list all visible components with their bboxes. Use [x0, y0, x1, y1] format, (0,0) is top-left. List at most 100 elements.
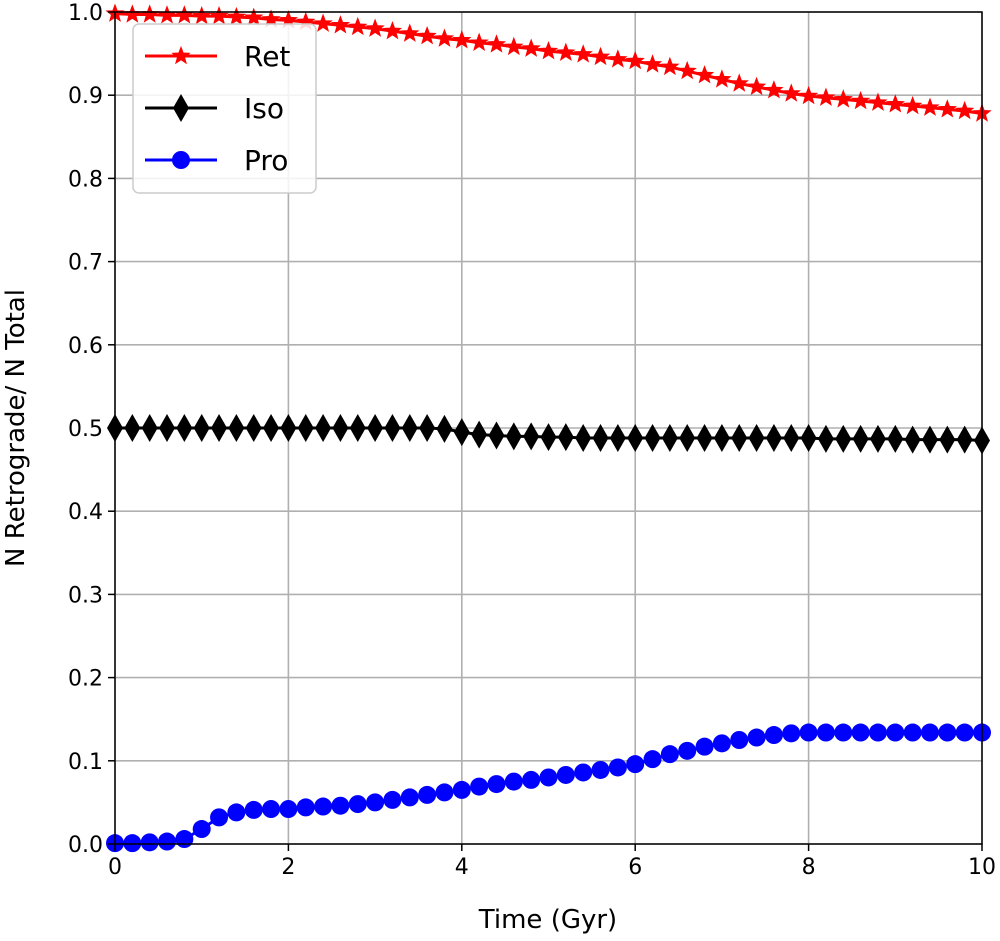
y-tick-label: 0.1 — [68, 750, 103, 775]
data-point-iso — [783, 423, 800, 452]
data-point-pro — [678, 741, 697, 760]
data-point-ret — [573, 44, 593, 63]
data-point-ret — [781, 83, 801, 102]
data-point-ret — [521, 38, 541, 57]
data-point-iso — [748, 423, 765, 452]
legend-marker-shape-pro — [172, 151, 190, 169]
tick-labels: 0 2 4 6 8 10 0.0 0.1 0.2 0.3 0.4 0.5 0.6 0.7 0.8 0.9 1.0 — [68, 1, 996, 880]
data-point-ret — [417, 25, 437, 45]
legend-marker-pro — [172, 151, 190, 169]
data-point-pro — [244, 800, 263, 819]
data-point-ret — [400, 23, 420, 42]
data-point-pro — [643, 750, 662, 769]
data-point-iso — [609, 423, 626, 452]
data-point-iso — [731, 423, 748, 452]
data-point-ret — [902, 95, 923, 115]
data-point-iso — [349, 414, 366, 442]
data-point-pro — [210, 808, 229, 827]
y-tick-label: 0.3 — [68, 583, 103, 608]
data-point-pro — [227, 803, 246, 822]
legend-label-ret: Ret — [244, 40, 290, 73]
data-point-iso — [228, 414, 245, 442]
data-point-iso — [627, 423, 644, 452]
data-point-iso — [245, 414, 262, 442]
data-point-pro — [660, 745, 679, 764]
series-line-pro — [115, 731, 982, 845]
data-point-pro — [314, 797, 333, 816]
data-point-iso — [765, 423, 782, 452]
x-tick-label: 2 — [281, 855, 295, 880]
x-tick-label: 0 — [108, 855, 122, 880]
data-point-ret — [868, 92, 888, 111]
data-point-iso — [713, 423, 730, 452]
data-point-iso — [679, 423, 696, 452]
data-point-iso — [869, 424, 886, 453]
data-point-iso — [523, 422, 540, 451]
data-point-iso — [367, 414, 384, 442]
data-point-ret — [712, 69, 732, 88]
data-point-pro — [851, 723, 870, 742]
data-point-pro — [487, 775, 506, 794]
data-point-pro — [452, 780, 471, 799]
data-point-iso — [505, 422, 522, 451]
x-tick-label: 8 — [802, 855, 816, 880]
series-layer — [105, 3, 992, 853]
data-point-ret — [885, 94, 905, 113]
x-axis-label: Time (Gyr) — [478, 905, 617, 935]
data-point-ret — [677, 60, 697, 80]
data-point-pro — [556, 765, 575, 784]
legend-box — [132, 23, 317, 194]
data-point-pro — [348, 795, 367, 814]
data-point-ret — [833, 89, 853, 108]
data-point-pro — [834, 723, 853, 742]
data-point-ret — [816, 87, 836, 106]
data-point-pro — [938, 723, 957, 742]
data-point-iso — [592, 423, 609, 452]
data-point-pro — [608, 758, 627, 777]
data-point-ret — [625, 50, 645, 70]
data-point-iso — [575, 423, 592, 452]
data-point-pro — [418, 785, 437, 804]
data-point-pro — [470, 777, 489, 796]
data-point-iso — [661, 423, 678, 452]
legend-marker-iso — [173, 94, 189, 122]
y-tick-label: 0.6 — [68, 334, 103, 359]
data-point-pro — [747, 728, 766, 747]
y-tick-label: 0.2 — [68, 667, 103, 692]
data-point-ret — [365, 18, 385, 37]
data-point-pro — [296, 798, 315, 817]
data-point-iso — [419, 414, 436, 442]
data-point-ret — [660, 56, 680, 76]
data-point-ret — [955, 100, 975, 120]
data-point-iso — [488, 421, 505, 450]
legend: Ret Iso Pro — [132, 23, 317, 194]
data-point-iso — [852, 424, 869, 453]
data-point-ret — [209, 6, 229, 25]
data-point-iso — [124, 414, 141, 442]
data-point-iso — [939, 425, 956, 454]
data-point-pro — [123, 834, 142, 853]
legend-marker-ret — [171, 45, 191, 65]
data-point-pro — [574, 763, 593, 782]
data-point-iso — [887, 424, 904, 453]
data-point-iso — [193, 414, 210, 442]
data-point-iso — [540, 423, 557, 452]
data-point-ret — [469, 32, 489, 51]
data-point-ret — [608, 49, 628, 68]
data-point-pro — [400, 788, 419, 807]
data-point-ret — [174, 5, 195, 24]
data-point-ret — [486, 34, 507, 53]
y-tick-label: 0.9 — [68, 84, 103, 109]
data-point-ret — [746, 76, 767, 96]
data-point-ret — [330, 15, 351, 34]
data-point-pro — [712, 734, 731, 753]
data-point-ret — [122, 4, 142, 23]
data-point-ret — [642, 54, 663, 73]
data-point-iso — [904, 425, 921, 454]
data-point-iso — [176, 414, 193, 442]
data-point-pro — [175, 830, 194, 849]
data-point-iso — [332, 414, 349, 442]
data-point-pro — [695, 737, 714, 756]
data-point-iso — [471, 420, 488, 449]
